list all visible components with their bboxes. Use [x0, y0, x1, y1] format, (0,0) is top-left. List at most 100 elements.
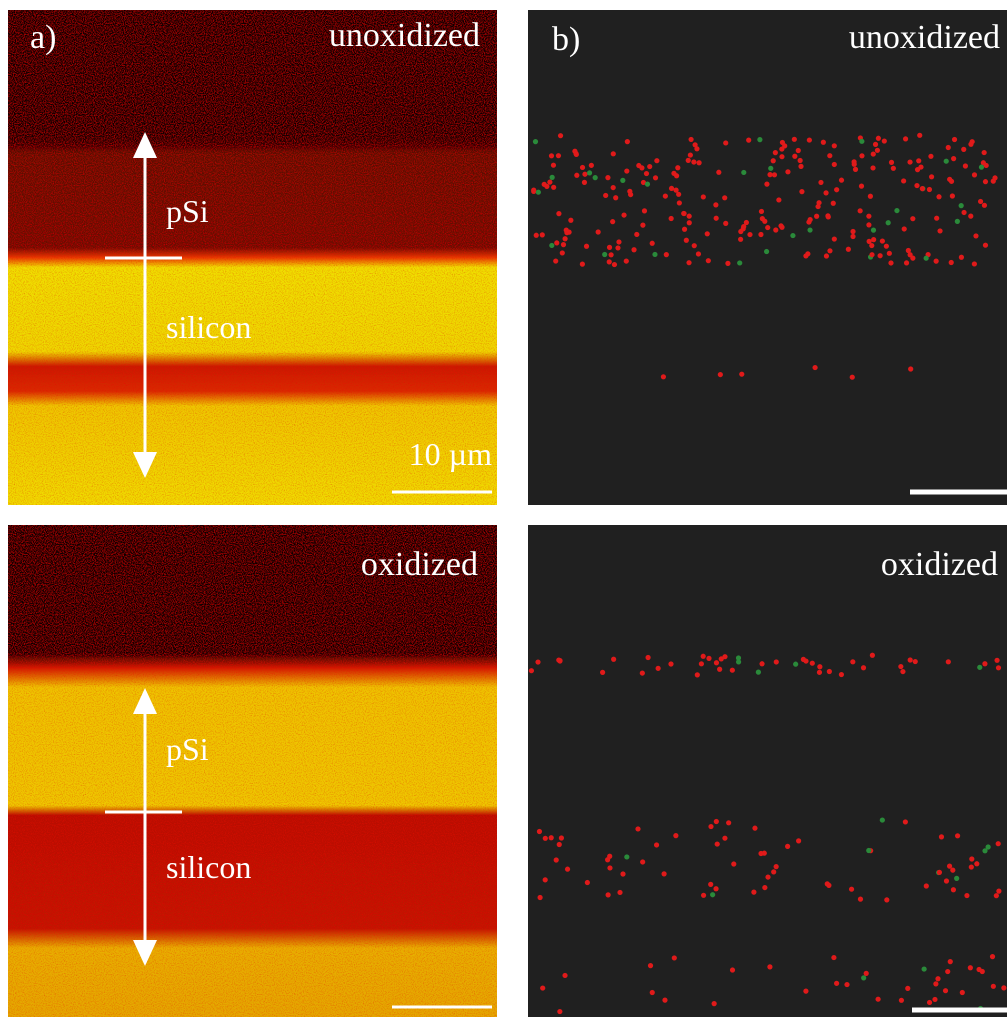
particle [859, 153, 865, 159]
particle [852, 166, 859, 172]
particle [710, 892, 716, 898]
particle [671, 955, 677, 961]
particle [605, 857, 611, 863]
particle [797, 157, 803, 164]
particle [916, 158, 922, 164]
particle [948, 178, 955, 184]
particle [981, 202, 988, 208]
particle [823, 190, 829, 196]
particle [645, 654, 651, 661]
particle [539, 232, 545, 238]
particle [564, 866, 571, 872]
particle [691, 243, 697, 249]
particle [932, 996, 938, 1003]
particle [901, 178, 907, 184]
particle [933, 981, 939, 987]
micrograph [8, 10, 497, 505]
particle [574, 172, 580, 178]
particle [705, 258, 711, 264]
particle [806, 219, 812, 225]
particle [723, 140, 729, 146]
particle [673, 187, 679, 193]
particle [688, 136, 694, 143]
particle [735, 655, 742, 661]
particle [869, 652, 875, 658]
particle [945, 144, 951, 151]
particle [765, 224, 771, 231]
particle [981, 149, 987, 156]
particle [827, 248, 833, 254]
particle [928, 174, 935, 180]
particle [809, 660, 815, 666]
particle [806, 137, 812, 143]
particle [771, 869, 777, 875]
panel-a-top: a) unoxidized pSi silicon 10 µm [8, 10, 497, 505]
particle [869, 252, 875, 258]
particle [796, 838, 802, 844]
particle [779, 224, 785, 230]
particle [554, 240, 560, 246]
particle [815, 203, 821, 210]
particle [640, 859, 646, 865]
particle [949, 193, 955, 199]
micrograph [528, 525, 1007, 1017]
particle [713, 818, 719, 825]
particle [535, 659, 541, 665]
particle [621, 212, 627, 218]
particle [978, 164, 985, 170]
particle [971, 172, 978, 178]
particle [706, 655, 712, 662]
particle [816, 669, 823, 675]
particle [890, 165, 896, 171]
particle [685, 157, 691, 163]
particle [901, 226, 907, 232]
particle [936, 194, 942, 200]
panel-label: a) [30, 19, 56, 56]
particle [959, 989, 965, 996]
particle [884, 897, 890, 903]
particle [773, 659, 779, 665]
particle [603, 192, 609, 199]
particle [950, 887, 957, 893]
particle [676, 191, 682, 197]
particle [879, 817, 885, 823]
particle [592, 175, 598, 181]
particle [559, 250, 565, 256]
particle [647, 963, 654, 969]
particle [640, 179, 647, 186]
particle [755, 669, 761, 675]
particle [826, 668, 832, 675]
particle [926, 999, 933, 1006]
particle [568, 217, 574, 223]
particle [586, 170, 593, 176]
particle [725, 260, 731, 266]
particle [973, 233, 979, 239]
particle [844, 981, 850, 988]
particle [785, 843, 791, 849]
particle [923, 255, 929, 261]
particle [934, 215, 940, 221]
particle [713, 202, 719, 208]
particle [799, 189, 805, 195]
particle [660, 374, 667, 380]
scale-label: 10 µm [409, 436, 492, 472]
particle [827, 153, 833, 159]
particle [634, 231, 640, 238]
particle [695, 251, 702, 257]
particle [548, 835, 554, 841]
particle [671, 170, 677, 176]
particle [606, 244, 613, 250]
particle [838, 671, 845, 678]
particle [950, 867, 956, 873]
particle [611, 656, 617, 662]
particle [762, 218, 768, 224]
particle [640, 222, 646, 228]
particle [717, 371, 723, 378]
particle [967, 965, 973, 971]
particle [731, 861, 737, 867]
particle [740, 226, 746, 232]
particle [834, 187, 840, 193]
particle [870, 151, 876, 157]
particle [615, 245, 621, 251]
particle [714, 841, 720, 847]
